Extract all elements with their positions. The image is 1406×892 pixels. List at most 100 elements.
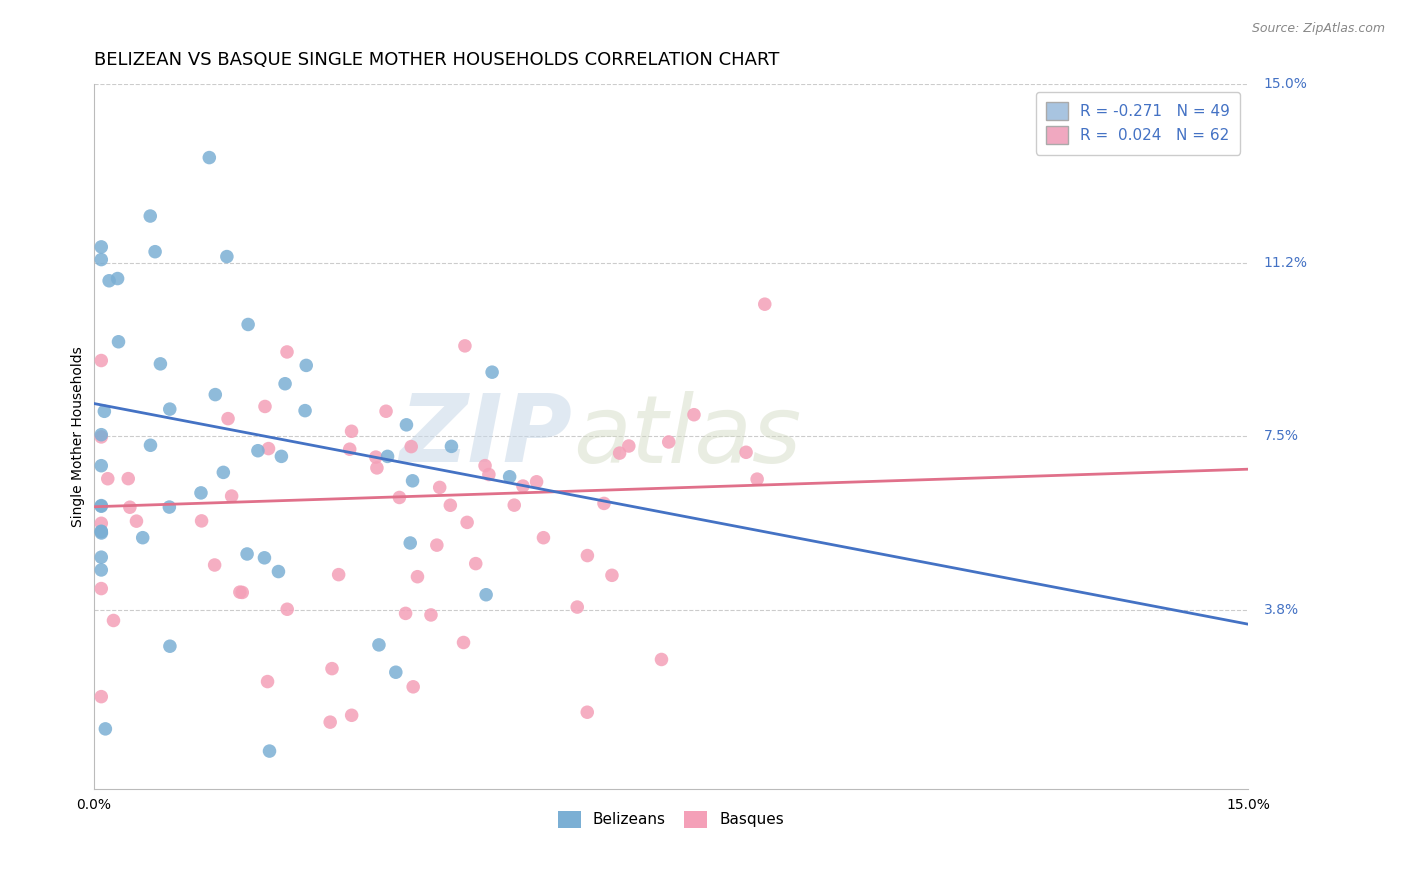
Point xyxy=(257,442,280,456)
Point xyxy=(217,411,239,425)
Point xyxy=(481,365,503,379)
Text: Source: ZipAtlas.com: Source: ZipAtlas.com xyxy=(1251,22,1385,36)
Point xyxy=(270,450,292,464)
Point xyxy=(503,498,526,512)
Point xyxy=(339,442,361,457)
Point xyxy=(90,550,112,565)
Y-axis label: Single Mother Households: Single Mother Households xyxy=(72,346,86,526)
Point xyxy=(735,445,758,459)
Point xyxy=(453,635,475,649)
Point xyxy=(526,475,548,489)
Point xyxy=(253,550,276,565)
Point xyxy=(204,387,226,401)
Point xyxy=(90,458,112,473)
Point xyxy=(267,565,290,579)
Point xyxy=(375,404,398,418)
Point xyxy=(107,334,129,349)
Point xyxy=(90,353,112,368)
Point xyxy=(567,600,589,615)
Point xyxy=(159,639,181,653)
Text: ZIP: ZIP xyxy=(399,391,572,483)
Point xyxy=(246,443,269,458)
Point xyxy=(229,585,252,599)
Point xyxy=(650,652,672,666)
Point xyxy=(401,474,423,488)
Point xyxy=(388,491,411,505)
Point xyxy=(143,244,166,259)
Point xyxy=(498,469,520,483)
Point xyxy=(321,662,343,676)
Point xyxy=(90,252,112,267)
Point xyxy=(576,705,599,719)
Point xyxy=(236,318,259,332)
Text: 15.0%: 15.0% xyxy=(1264,77,1308,91)
Point xyxy=(617,439,640,453)
Point xyxy=(253,400,276,414)
Point xyxy=(212,466,235,480)
Point xyxy=(132,531,155,545)
Point xyxy=(340,424,363,438)
Point xyxy=(236,547,259,561)
Point xyxy=(97,472,120,486)
Point xyxy=(576,549,599,563)
Point xyxy=(125,514,148,528)
Point xyxy=(456,516,478,530)
Point xyxy=(198,151,221,165)
Point xyxy=(609,446,631,460)
Point xyxy=(533,531,555,545)
Point xyxy=(90,524,112,539)
Point xyxy=(90,240,112,254)
Point xyxy=(512,479,534,493)
Point xyxy=(256,674,278,689)
Point xyxy=(149,357,172,371)
Point xyxy=(658,434,681,449)
Point xyxy=(426,538,449,552)
Point xyxy=(340,708,363,723)
Point xyxy=(683,408,706,422)
Point xyxy=(90,516,112,531)
Point xyxy=(395,417,418,432)
Point xyxy=(406,570,429,584)
Point xyxy=(221,489,243,503)
Point xyxy=(190,486,212,500)
Point xyxy=(294,403,316,417)
Point xyxy=(377,450,399,464)
Point xyxy=(159,402,181,417)
Point xyxy=(204,558,226,572)
Point xyxy=(274,376,297,391)
Legend: Belizeans, Basques: Belizeans, Basques xyxy=(551,805,790,834)
Text: 3.8%: 3.8% xyxy=(1264,603,1299,617)
Point xyxy=(364,450,387,464)
Point xyxy=(420,607,443,622)
Point xyxy=(117,472,139,486)
Point xyxy=(464,557,486,571)
Point xyxy=(295,359,318,373)
Point xyxy=(754,297,776,311)
Point xyxy=(319,715,342,730)
Point xyxy=(600,568,623,582)
Point xyxy=(107,271,129,285)
Point xyxy=(90,582,112,596)
Point xyxy=(90,524,112,539)
Point xyxy=(90,563,112,577)
Point xyxy=(215,250,238,264)
Point xyxy=(394,607,416,621)
Point xyxy=(475,588,498,602)
Point xyxy=(399,536,422,550)
Text: atlas: atlas xyxy=(572,391,801,482)
Point xyxy=(94,722,117,736)
Point xyxy=(454,339,477,353)
Point xyxy=(90,500,112,514)
Point xyxy=(90,526,112,541)
Point xyxy=(118,500,141,515)
Point xyxy=(402,680,425,694)
Point xyxy=(593,496,616,510)
Point xyxy=(385,665,408,680)
Point xyxy=(366,461,388,475)
Point xyxy=(90,499,112,513)
Point xyxy=(103,614,125,628)
Text: BELIZEAN VS BASQUE SINGLE MOTHER HOUSEHOLDS CORRELATION CHART: BELIZEAN VS BASQUE SINGLE MOTHER HOUSEHO… xyxy=(94,51,779,69)
Point xyxy=(157,500,180,514)
Point xyxy=(139,209,162,223)
Point xyxy=(328,567,350,582)
